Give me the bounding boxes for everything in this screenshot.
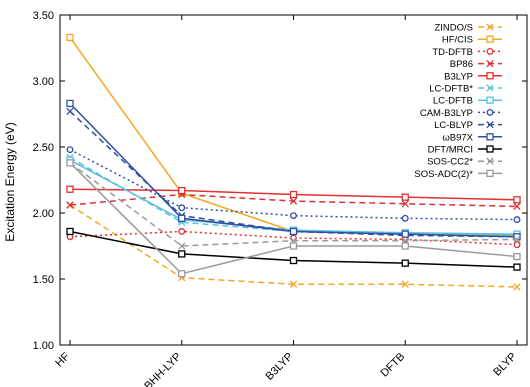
legend-label: SOS-CC2* [427, 157, 473, 168]
data-point [66, 146, 74, 154]
legend-item-b97x: ωB97X [442, 132, 502, 143]
y-tick-label: 3.00 [33, 76, 54, 88]
legend-marker [486, 108, 494, 116]
data-point [401, 200, 409, 208]
series-b97x [66, 99, 521, 241]
data-point [513, 216, 521, 224]
legend-marker [486, 133, 494, 141]
data-point [178, 214, 186, 222]
x-tick-label: B3LYP [263, 351, 295, 383]
series-b3lyp [66, 185, 521, 204]
data-point [401, 214, 409, 222]
data-point [513, 202, 521, 211]
legend-label: DFT/MRCI [428, 145, 473, 156]
legend-item-cam-b3lyp: CAM-B3LYP [420, 108, 502, 119]
data-point [178, 204, 186, 212]
data-point [66, 201, 74, 209]
legend-label: B3LYP [444, 71, 473, 82]
legend-item-sos-cc2: SOS-CC2* [427, 157, 502, 168]
legend-label: ZINDO/S [434, 23, 473, 34]
data-point [178, 250, 186, 258]
legend: ZINDO/SHF/CISTD-DFTBBP86B3LYPLC-DFTB*LC-… [414, 23, 502, 180]
legend-marker [486, 47, 494, 55]
data-point [289, 190, 298, 199]
legend-marker [486, 35, 494, 43]
legend-marker [486, 169, 494, 178]
legend-item-zindo-s: ZINDO/S [434, 23, 502, 34]
series-bp86 [66, 190, 521, 211]
data-point [513, 196, 521, 204]
data-point [289, 197, 298, 205]
series-dft-mrci [66, 227, 521, 271]
legend-item-dft-mrci: DFT/MRCI [428, 145, 502, 156]
data-point [513, 263, 521, 271]
legend-item-bp86: BP86 [450, 59, 502, 70]
legend-marker [486, 23, 494, 31]
legend-label: HF/CIS [442, 35, 473, 46]
legend-label: LC-DFTB* [429, 84, 473, 95]
legend-label: LC-BLYP [434, 120, 473, 131]
data-point [513, 283, 521, 291]
data-point [289, 256, 298, 265]
data-point [401, 259, 409, 267]
data-point [66, 185, 74, 193]
data-point [401, 280, 409, 288]
legend-item-lc-dftb: LC-DFTB* [429, 84, 502, 95]
legend-marker [486, 120, 494, 129]
x-tick-label: BHH-LYP [142, 351, 184, 387]
legend-label: BP86 [450, 59, 473, 70]
legend-item-lc-dftb: LC-DFTB [433, 96, 502, 107]
legend-marker [486, 72, 494, 80]
y-tick-label: 1.50 [33, 274, 54, 286]
legend-label: SOS-ADC(2)* [414, 169, 473, 180]
data-point [178, 228, 186, 235]
x-tick-label: DFTB [379, 351, 408, 380]
y-axis-title: Excitation Energy (eV) [3, 122, 17, 241]
legend-item-td-dftb: TD-DFTB [432, 47, 502, 58]
data-point [289, 227, 298, 236]
data-point [513, 252, 521, 261]
data-point [289, 242, 298, 250]
data-point [290, 212, 297, 220]
legend-label: CAM-B3LYP [420, 108, 473, 119]
y-tick-label: 3.50 [33, 10, 54, 22]
x-tick-label: HF [53, 350, 72, 369]
data-point [66, 107, 74, 116]
data-point [66, 33, 74, 42]
y-axis-ticks: 1.00 1.50 2.00 2.50 3.00 3.50 [33, 10, 527, 352]
y-tick-label: 1.00 [33, 340, 54, 352]
data-point [289, 280, 298, 288]
legend-label: ωB97X [442, 132, 473, 143]
series-cam-b3lyp [66, 146, 521, 224]
data-point [66, 99, 74, 108]
legend-label: TD-DFTB [432, 47, 473, 58]
legend-item-b3lyp: B3LYP [444, 71, 502, 82]
x-tick-label: BLYP [491, 351, 519, 379]
data-point [178, 270, 186, 278]
data-point [178, 186, 186, 195]
legend-label: LC-DFTB [433, 96, 473, 107]
data-point [513, 235, 521, 244]
data-point [66, 227, 74, 236]
series-sos-adc-2 [66, 159, 521, 278]
legend-marker [486, 145, 494, 153]
legend-item-hf-cis: HF/CIS [442, 35, 502, 46]
data-point [401, 193, 409, 201]
data-point [66, 159, 74, 167]
y-tick-label: 2.00 [33, 208, 54, 220]
series-layer [66, 33, 521, 291]
legend-marker [486, 59, 494, 68]
legend-item-lc-blyp: LC-BLYP [434, 120, 502, 131]
data-point [513, 241, 521, 249]
data-point [178, 242, 186, 250]
data-point [401, 242, 409, 250]
legend-item-sos-adc-2: SOS-ADC(2)* [414, 169, 502, 180]
y-tick-label: 2.50 [33, 142, 54, 154]
data-point [401, 230, 409, 238]
legend-marker [486, 96, 494, 104]
legend-marker [486, 84, 494, 92]
legend-marker [486, 157, 494, 165]
